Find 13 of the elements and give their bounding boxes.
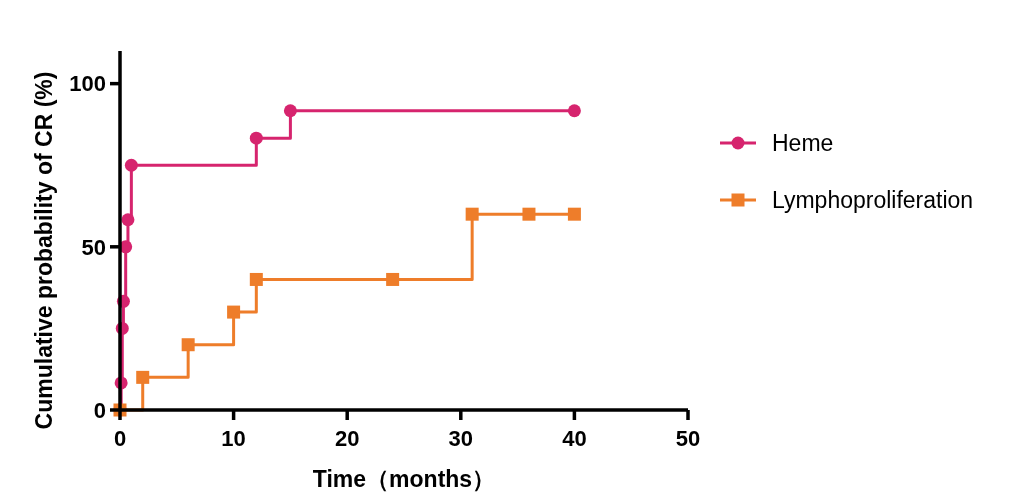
x-tick-label: 40 bbox=[562, 426, 587, 451]
x-tick-label: 10 bbox=[221, 426, 246, 451]
y-tick-label: 50 bbox=[81, 234, 106, 260]
y-axis-title: Cumulative probability of CR (%) bbox=[31, 71, 57, 430]
x-tick-label: 30 bbox=[448, 426, 474, 451]
legend-label: Lymphoproliferation bbox=[772, 187, 974, 214]
x-tick-label: 0 bbox=[113, 426, 127, 451]
y-tick-label: 100 bbox=[69, 71, 106, 97]
x-axis-title: Time（months） bbox=[312, 466, 496, 492]
legend-label: Heme bbox=[772, 130, 834, 157]
x-tick-label: 20 bbox=[334, 426, 360, 451]
x-tick-label: 50 bbox=[675, 426, 701, 451]
y-tick-label: 0 bbox=[93, 397, 106, 423]
